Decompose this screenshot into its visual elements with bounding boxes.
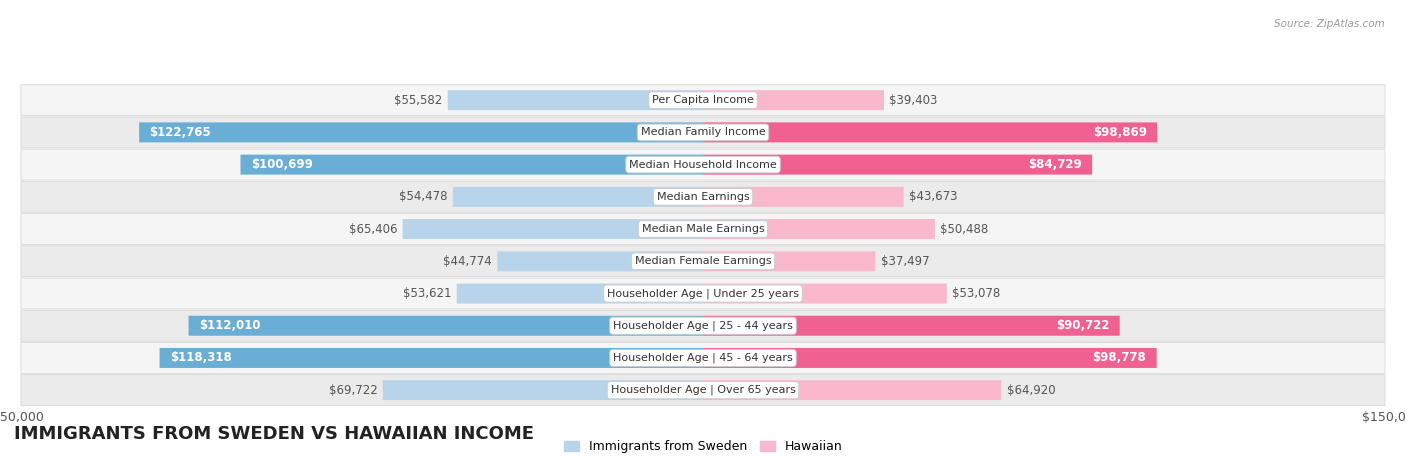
FancyBboxPatch shape <box>21 149 1385 180</box>
Text: Median Earnings: Median Earnings <box>657 192 749 202</box>
FancyBboxPatch shape <box>457 283 703 304</box>
FancyBboxPatch shape <box>21 310 1385 341</box>
Text: $90,722: $90,722 <box>1056 319 1109 332</box>
Text: $43,673: $43,673 <box>910 191 957 203</box>
FancyBboxPatch shape <box>21 342 1385 374</box>
Text: $112,010: $112,010 <box>198 319 260 332</box>
FancyBboxPatch shape <box>21 85 1385 116</box>
Text: $53,621: $53,621 <box>402 287 451 300</box>
FancyBboxPatch shape <box>188 316 703 336</box>
Text: Per Capita Income: Per Capita Income <box>652 95 754 105</box>
Text: Median Family Income: Median Family Income <box>641 127 765 137</box>
Text: Median Male Earnings: Median Male Earnings <box>641 224 765 234</box>
FancyBboxPatch shape <box>703 219 935 239</box>
FancyBboxPatch shape <box>703 348 1157 368</box>
FancyBboxPatch shape <box>703 155 1092 175</box>
Text: Householder Age | 25 - 44 years: Householder Age | 25 - 44 years <box>613 320 793 331</box>
FancyBboxPatch shape <box>21 213 1385 245</box>
Legend: Immigrants from Sweden, Hawaiian: Immigrants from Sweden, Hawaiian <box>558 435 848 458</box>
Text: $122,765: $122,765 <box>149 126 211 139</box>
Text: $65,406: $65,406 <box>349 223 396 235</box>
FancyBboxPatch shape <box>21 181 1385 212</box>
Text: $69,722: $69,722 <box>329 384 377 396</box>
FancyBboxPatch shape <box>703 316 1119 336</box>
Text: Median Female Earnings: Median Female Earnings <box>634 256 772 266</box>
Text: $44,774: $44,774 <box>443 255 492 268</box>
Text: $118,318: $118,318 <box>170 352 232 364</box>
Text: IMMIGRANTS FROM SWEDEN VS HAWAIIAN INCOME: IMMIGRANTS FROM SWEDEN VS HAWAIIAN INCOM… <box>14 425 534 443</box>
FancyBboxPatch shape <box>139 122 703 142</box>
FancyBboxPatch shape <box>21 278 1385 309</box>
FancyBboxPatch shape <box>703 90 884 110</box>
FancyBboxPatch shape <box>703 380 1001 400</box>
FancyBboxPatch shape <box>703 122 1157 142</box>
Text: $39,403: $39,403 <box>890 94 938 106</box>
FancyBboxPatch shape <box>240 155 703 175</box>
FancyBboxPatch shape <box>703 283 946 304</box>
FancyBboxPatch shape <box>382 380 703 400</box>
FancyBboxPatch shape <box>159 348 703 368</box>
Text: $53,078: $53,078 <box>952 287 1001 300</box>
Text: Householder Age | 45 - 64 years: Householder Age | 45 - 64 years <box>613 353 793 363</box>
Text: $100,699: $100,699 <box>250 158 312 171</box>
Text: $98,778: $98,778 <box>1092 352 1146 364</box>
Text: Householder Age | Under 25 years: Householder Age | Under 25 years <box>607 288 799 299</box>
Text: $64,920: $64,920 <box>1007 384 1056 396</box>
Text: $50,488: $50,488 <box>941 223 988 235</box>
Text: Source: ZipAtlas.com: Source: ZipAtlas.com <box>1274 19 1385 28</box>
FancyBboxPatch shape <box>453 187 703 207</box>
FancyBboxPatch shape <box>21 375 1385 406</box>
FancyBboxPatch shape <box>402 219 703 239</box>
Text: $54,478: $54,478 <box>399 191 447 203</box>
Text: Median Household Income: Median Household Income <box>628 160 778 170</box>
Text: $37,497: $37,497 <box>880 255 929 268</box>
FancyBboxPatch shape <box>447 90 703 110</box>
FancyBboxPatch shape <box>21 246 1385 277</box>
FancyBboxPatch shape <box>21 117 1385 148</box>
FancyBboxPatch shape <box>703 187 904 207</box>
Text: $55,582: $55,582 <box>394 94 443 106</box>
Text: Householder Age | Over 65 years: Householder Age | Over 65 years <box>610 385 796 396</box>
Text: $84,729: $84,729 <box>1028 158 1081 171</box>
FancyBboxPatch shape <box>498 251 703 271</box>
Text: $98,869: $98,869 <box>1092 126 1147 139</box>
FancyBboxPatch shape <box>703 251 875 271</box>
